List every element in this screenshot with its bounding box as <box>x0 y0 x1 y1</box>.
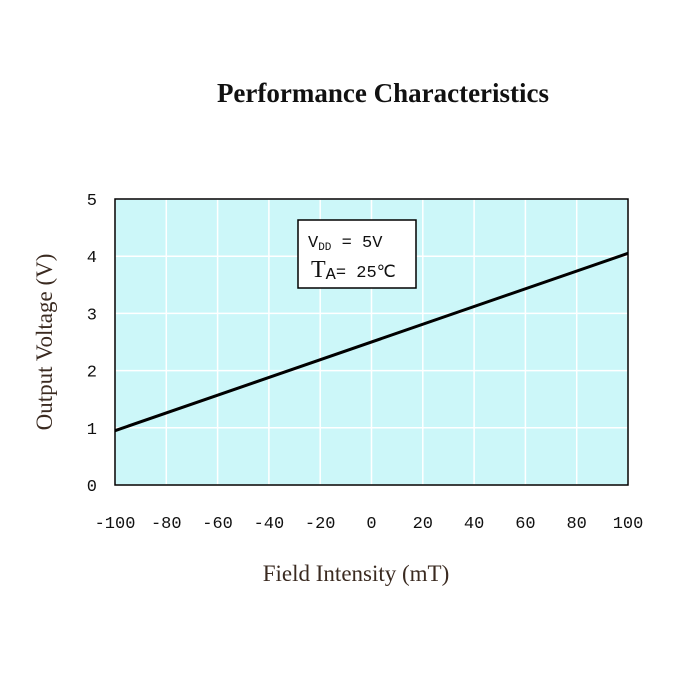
x-tick-label-4: -20 <box>305 515 336 534</box>
y-axis-label: Output Voltage (V) <box>32 254 57 431</box>
conditions-annotation: VDD = 5V TA= 25℃ <box>297 219 417 289</box>
vdd-subscript: DD <box>318 242 332 254</box>
x-tick-label-6: 20 <box>413 515 433 534</box>
y-tick-label-1: 1 <box>87 421 97 440</box>
y-tick-label-4: 4 <box>87 249 97 268</box>
x-tick-label-3: -40 <box>254 515 285 534</box>
x-tick-label-2: -60 <box>202 515 233 534</box>
plot-frame <box>114 198 629 486</box>
vdd-label: V <box>308 234 319 253</box>
x-tick-label-8: 60 <box>515 515 535 534</box>
y-tick-label-3: 3 <box>87 306 97 325</box>
x-tick-labels: -100 -80 -60 -40 -20 0 20 40 60 80 100 <box>95 515 644 534</box>
ta-subscript: A <box>326 266 337 285</box>
ta-condition: TA= 25℃ <box>311 257 396 285</box>
x-tick-label-5: 0 <box>366 515 376 534</box>
y-tick-label-2: 2 <box>87 364 97 383</box>
series-line-0 <box>114 251 629 433</box>
x-tick-label-1: -80 <box>151 515 182 534</box>
ta-value: = 25℃ <box>336 264 396 283</box>
x-tick-label-9: 80 <box>566 515 586 534</box>
y-tick-label-0: 0 <box>87 478 97 497</box>
x-tick-label-7: 40 <box>464 515 484 534</box>
ta-label: T <box>311 257 326 283</box>
vdd-condition: VDD = 5V <box>308 234 383 254</box>
x-tick-label-10: 100 <box>613 515 644 534</box>
vdd-value: = 5V <box>331 234 383 253</box>
x-tick-label-0: -100 <box>95 515 136 534</box>
annotation-box <box>297 219 417 289</box>
x-axis-label: Field Intensity (mT) <box>263 561 450 586</box>
series-layer <box>114 251 629 433</box>
y-tick-label-5: 5 <box>87 192 97 211</box>
y-tick-labels: 0 1 2 3 4 5 <box>87 192 97 497</box>
chart-title: Performance Characteristics <box>217 78 549 108</box>
